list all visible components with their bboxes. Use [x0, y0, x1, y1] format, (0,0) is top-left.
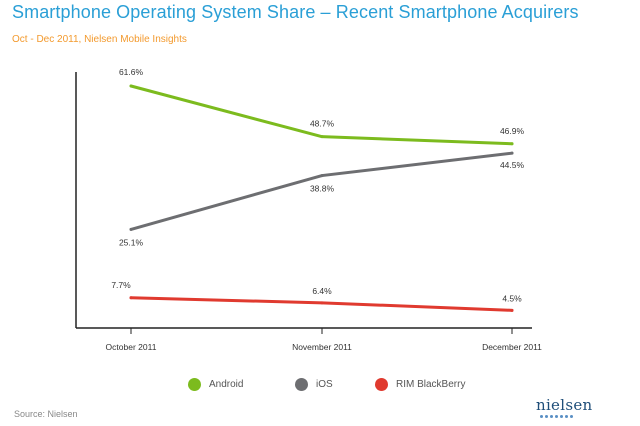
data-label-ios-2: 38.8%	[310, 184, 335, 194]
data-point-rim-blackberry-3	[510, 308, 514, 312]
legend-item-ios: iOS	[295, 378, 333, 391]
legend-dot-ios	[295, 378, 308, 391]
data-label-ios-1: 25.1%	[119, 237, 144, 247]
nielsen-logo-text: nielsen	[536, 396, 593, 414]
data-point-android-3	[510, 142, 514, 146]
data-point-ios-1	[129, 227, 133, 231]
chart-subtitle: Oct - Dec 2011, Nielsen Mobile Insights	[12, 34, 187, 45]
data-label-rim-blackberry-2: 6.4%	[312, 286, 332, 296]
data-label-rim-blackberry-3: 4.5%	[502, 293, 522, 303]
legend-label-ios: iOS	[316, 379, 333, 390]
data-point-rim-blackberry-2	[320, 301, 324, 305]
data-point-android-2	[320, 135, 324, 139]
data-label-android-3: 46.9%	[500, 126, 525, 136]
series-line-android	[129, 84, 514, 146]
source-note: Source: Nielsen	[14, 409, 78, 419]
x-tick-label-3: December 2011	[482, 342, 542, 352]
data-point-rim-blackberry-1	[129, 296, 133, 300]
legend-label-android: Android	[209, 379, 244, 390]
x-tick-label-2: November 2011	[292, 342, 352, 352]
data-point-ios-2	[320, 174, 324, 178]
chart-legend: Android iOS RIM BlackBerry	[0, 378, 640, 396]
line-chart: October 2011 November 2011 December 2011 61…	[75, 67, 542, 352]
data-label-android-1: 61.6%	[119, 67, 144, 77]
data-point-ios-3	[510, 151, 514, 155]
data-point-android-1	[129, 84, 133, 88]
legend-item-android: Android	[188, 378, 243, 391]
data-label-android-2: 48.7%	[310, 119, 335, 129]
data-label-ios-3: 44.5%	[500, 160, 525, 170]
x-tick-label-1: October 2011	[106, 342, 157, 352]
legend-label-rim-blackberry: RIM BlackBerry	[396, 379, 466, 390]
legend-dot-rim-blackberry	[375, 378, 388, 391]
data-label-rim-blackberry-1: 7.7%	[111, 280, 131, 290]
nielsen-logo: nielsen	[536, 397, 592, 423]
chart-title: Smartphone Operating System Share – Rece…	[12, 2, 579, 22]
legend-item-rim-blackberry: RIM BlackBerry	[375, 378, 465, 391]
nielsen-logo-dots	[536, 415, 592, 418]
legend-dot-android	[188, 378, 201, 391]
